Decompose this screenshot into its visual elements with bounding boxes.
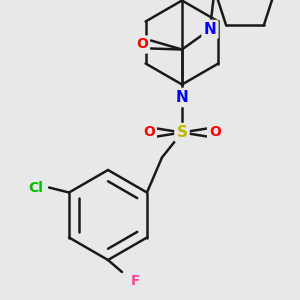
Text: O: O: [143, 125, 155, 140]
Text: F: F: [130, 274, 140, 288]
Text: N: N: [176, 90, 188, 105]
Text: N: N: [204, 22, 216, 37]
Text: S: S: [176, 125, 188, 140]
Text: Cl: Cl: [28, 181, 44, 194]
Text: O: O: [209, 125, 221, 140]
Text: O: O: [136, 38, 148, 52]
